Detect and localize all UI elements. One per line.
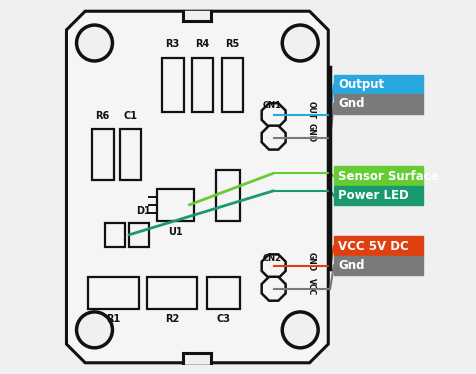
- Polygon shape: [66, 11, 327, 363]
- Text: R6: R6: [95, 111, 109, 121]
- Bar: [333, 256, 422, 275]
- Text: GND: GND: [306, 123, 315, 142]
- Polygon shape: [261, 126, 285, 150]
- Bar: [161, 58, 183, 112]
- Polygon shape: [261, 277, 285, 301]
- Bar: [104, 223, 125, 247]
- Text: Power LED: Power LED: [337, 189, 408, 202]
- Text: R5: R5: [225, 39, 239, 49]
- Text: U1: U1: [168, 227, 183, 237]
- Bar: [333, 166, 422, 186]
- Text: R3: R3: [165, 39, 179, 49]
- Bar: [183, 11, 211, 21]
- Circle shape: [282, 25, 317, 61]
- Bar: [157, 189, 194, 221]
- Text: GND: GND: [306, 252, 315, 272]
- Bar: [88, 277, 139, 309]
- Bar: [119, 129, 141, 180]
- Text: C1: C1: [123, 111, 137, 121]
- Text: D1: D1: [136, 206, 151, 216]
- Bar: [129, 223, 149, 247]
- Bar: [333, 186, 422, 205]
- Bar: [333, 94, 422, 114]
- Text: CN2: CN2: [262, 254, 281, 263]
- Polygon shape: [261, 103, 285, 127]
- Circle shape: [282, 312, 317, 348]
- Text: Gnd: Gnd: [337, 98, 364, 110]
- Bar: [206, 277, 240, 309]
- Bar: [221, 58, 243, 112]
- Bar: [183, 352, 211, 363]
- Circle shape: [76, 312, 112, 348]
- Text: R2: R2: [165, 314, 179, 324]
- Bar: [147, 277, 197, 309]
- Text: R1: R1: [106, 314, 120, 324]
- Bar: [333, 75, 422, 94]
- Text: VCC 5V DC: VCC 5V DC: [337, 240, 408, 252]
- Text: R4: R4: [195, 39, 209, 49]
- Bar: [216, 170, 240, 221]
- Text: Output: Output: [337, 78, 384, 91]
- Bar: [191, 58, 213, 112]
- Bar: [92, 129, 113, 180]
- Text: C3: C3: [216, 314, 230, 324]
- Text: OUT: OUT: [306, 101, 315, 119]
- Polygon shape: [261, 254, 285, 278]
- Text: Sensor Surface: Sensor Surface: [337, 170, 438, 183]
- Text: VCC: VCC: [306, 278, 315, 295]
- Text: Gnd: Gnd: [337, 259, 364, 272]
- Text: CN1: CN1: [262, 101, 281, 110]
- Circle shape: [76, 25, 112, 61]
- Bar: [333, 236, 422, 256]
